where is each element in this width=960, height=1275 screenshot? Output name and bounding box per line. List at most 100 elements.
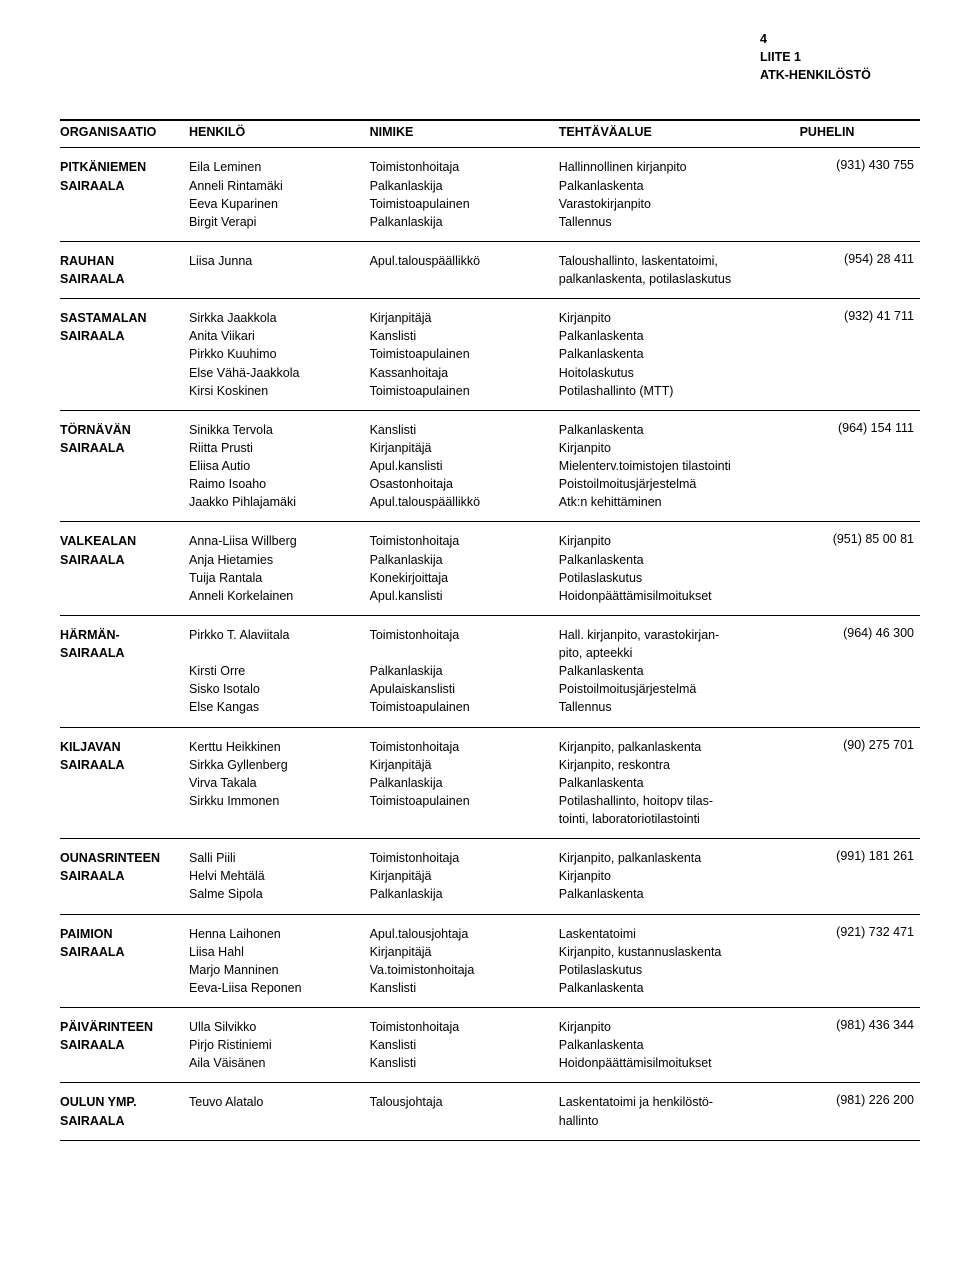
person-cell-line: Pirkko T. Alaviitala	[189, 626, 364, 644]
org-cell: PAIMIONSAIRAALA	[60, 914, 189, 1008]
area-cell-line: Taloushallinto, laskentatoimi, palkanlas…	[559, 252, 794, 288]
person-cell: Henna LaihonenLiisa HahlMarjo ManninenEe…	[189, 914, 370, 1008]
table-row: PAIMIONSAIRAALAHenna LaihonenLiisa HahlM…	[60, 914, 920, 1008]
title-cell-line: Toimistonhoitaja	[370, 626, 553, 644]
person-cell-line: Riitta Prusti	[189, 439, 364, 457]
area-cell-line: Palkanlaskenta	[559, 421, 794, 439]
title-cell-line: Kassanhoitaja	[370, 364, 553, 382]
org-cell-line: OUNASRINTEEN	[60, 849, 183, 867]
area-cell: PalkanlaskentaKirjanpitoMielenterv.toimi…	[559, 410, 800, 522]
area-cell-line: Hoidonpäättämisilmoitukset	[559, 1054, 794, 1072]
title-cell: ToimistonhoitajaKirjanpitäjäPalkanlaskij…	[370, 839, 559, 914]
area-cell-line: Potilaslaskutus	[559, 569, 794, 587]
title-cell-line: Kanslisti	[370, 327, 553, 345]
org-cell-line: HÄRMÄN-	[60, 626, 183, 644]
area-cell-line: Varastokirjanpito	[559, 195, 794, 213]
area-cell-line: Hoitolaskutus	[559, 364, 794, 382]
title-cell-line: Talousjohtaja	[370, 1093, 553, 1111]
org-cell-line: SAIRAALA	[60, 644, 183, 662]
title-cell-line: Palkanlaskija	[370, 551, 553, 569]
table-body: PITKÄNIEMENSAIRAALAEila LeminenAnneli Ri…	[60, 148, 920, 1140]
col-header-area: TEHTÄVÄALUE	[559, 120, 800, 148]
org-cell-line: SAIRAALA	[60, 177, 183, 195]
org-cell-line: SAIRAALA	[60, 756, 183, 774]
org-cell-line: KILJAVAN	[60, 738, 183, 756]
title-cell-line: Palkanlaskija	[370, 774, 553, 792]
area-cell-line: Atk:n kehittäminen	[559, 493, 794, 511]
area-cell-line: Potilaslaskutus	[559, 961, 794, 979]
person-cell: Teuvo Alatalo	[189, 1083, 370, 1140]
org-cell-line: TÖRNÄVÄN	[60, 421, 183, 439]
table-row: KILJAVANSAIRAALA Kerttu HeikkinenSirkka G…	[60, 727, 920, 839]
title-cell-line: Kirjanpitäjä	[370, 867, 553, 885]
title-cell-line: Toimistoapulainen	[370, 195, 553, 213]
area-cell-line: Tallennus	[559, 698, 794, 716]
org-cell: HÄRMÄN-SAIRAALA	[60, 615, 189, 727]
person-cell-line: Anna-Liisa Willberg	[189, 532, 364, 550]
area-cell: Hall. kirjanpito, varastokirjan-pito, ap…	[559, 615, 800, 727]
table-header-row: ORGANISAATIO HENKILÖ NIMIKE TEHTÄVÄALUE …	[60, 120, 920, 148]
person-cell-line	[189, 644, 364, 662]
area-cell-line: tointi, laboratoriotilastointi	[559, 810, 794, 828]
area-cell-line: Hoidonpäättämisilmoitukset	[559, 587, 794, 605]
title-cell-line: Toimistonhoitaja	[370, 738, 553, 756]
area-cell-line: hallinto	[559, 1112, 794, 1130]
person-cell: Ulla SilvikkoPirjo RistiniemiAila Väisän…	[189, 1008, 370, 1083]
title-cell-line: Apul.kanslisti	[370, 587, 553, 605]
table-row: RAUHANSAIRAALALiisa Junna Apul.talouspääl…	[60, 241, 920, 298]
title-cell: ToimistonhoitajaPalkanlaskijaKonekirjoit…	[370, 522, 559, 616]
person-cell-line: Sirkka Gyllenberg	[189, 756, 364, 774]
area-cell-line: Palkanlaskenta	[559, 177, 794, 195]
personnel-table: ORGANISAATIO HENKILÖ NIMIKE TEHTÄVÄALUE …	[60, 119, 920, 1140]
org-cell-line: SAIRAALA	[60, 551, 183, 569]
person-cell: Liisa Junna	[189, 241, 370, 298]
title-cell-line: Kanslisti	[370, 1054, 553, 1072]
phone-cell: (921) 732 471	[800, 914, 920, 1008]
title-cell: ToimistonhoitajaKanslistiKanslisti	[370, 1008, 559, 1083]
person-cell-line: Eeva-Liisa Reponen	[189, 979, 364, 997]
person-cell: Pirkko T. Alaviitala Kirsti OrreSisko Is…	[189, 615, 370, 727]
person-cell-line: Anneli Korkelainen	[189, 587, 364, 605]
area-cell: Hallinnollinen kirjanpitoPalkanlaskentaV…	[559, 148, 800, 242]
title-cell-line: Kirjanpitäjä	[370, 943, 553, 961]
person-cell-line: Raimo Isoaho	[189, 475, 364, 493]
title-cell-line: Palkanlaskija	[370, 662, 553, 680]
org-cell: RAUHANSAIRAALA	[60, 241, 189, 298]
area-cell: KirjanpitoPalkanlaskentaPalkanlaskentaHo…	[559, 299, 800, 411]
area-cell-line: Kirjanpito	[559, 1018, 794, 1036]
person-cell: Kerttu HeikkinenSirkka GyllenbergVirva T…	[189, 727, 370, 839]
table-row: HÄRMÄN-SAIRAALAPirkko T. Alaviitala Kirs…	[60, 615, 920, 727]
org-cell: PÄIVÄRINTEENSAIRAALA	[60, 1008, 189, 1083]
col-header-org: ORGANISAATIO	[60, 120, 189, 148]
area-cell-line: Hall. kirjanpito, varastokirjan-	[559, 626, 794, 644]
org-cell-line: PÄIVÄRINTEEN	[60, 1018, 183, 1036]
title-cell-line: Apul.talouspäällikkö	[370, 493, 553, 511]
title-cell-line: Toimistoapulainen	[370, 382, 553, 400]
title-cell-line: Palkanlaskija	[370, 177, 553, 195]
title-cell: KanslistiKirjanpitäjäApul.kanslistiOsast…	[370, 410, 559, 522]
person-cell-line: Henna Laihonen	[189, 925, 364, 943]
area-cell-line: Palkanlaskenta	[559, 327, 794, 345]
page-number: 4	[760, 30, 920, 48]
org-cell: PITKÄNIEMENSAIRAALA	[60, 148, 189, 242]
person-cell-line: Sirkku Immonen	[189, 792, 364, 810]
col-header-phone: PUHELIN	[800, 120, 920, 148]
area-cell-line: Kirjanpito, palkanlaskenta	[559, 738, 794, 756]
title-cell: Apul.talousjohtajaKirjanpitäjäVa.toimist…	[370, 914, 559, 1008]
area-cell-line: Laskentatoimi	[559, 925, 794, 943]
phone-cell: (981) 226 200	[800, 1083, 920, 1140]
person-cell-line: Kerttu Heikkinen	[189, 738, 364, 756]
title-cell-line: Apulaiskanslisti	[370, 680, 553, 698]
person-cell-line: Liisa Junna	[189, 252, 364, 270]
org-cell-line: SAIRAALA	[60, 1112, 183, 1130]
phone-cell: (90) 275 701	[800, 727, 920, 839]
phone-cell: (991) 181 261	[800, 839, 920, 914]
title-cell-line: Apul.talouspäällikkö	[370, 252, 553, 270]
area-cell-line: Mielenterv.toimistojen tilastointi	[559, 457, 794, 475]
person-cell-line: Kirsi Koskinen	[189, 382, 364, 400]
org-cell: OUNASRINTEENSAIRAALA	[60, 839, 189, 914]
area-cell: Kirjanpito, palkanlaskentaKirjanpitoPalk…	[559, 839, 800, 914]
area-cell-line: Hallinnollinen kirjanpito	[559, 158, 794, 176]
area-cell-line: Kirjanpito	[559, 532, 794, 550]
org-cell-line: SAIRAALA	[60, 943, 183, 961]
